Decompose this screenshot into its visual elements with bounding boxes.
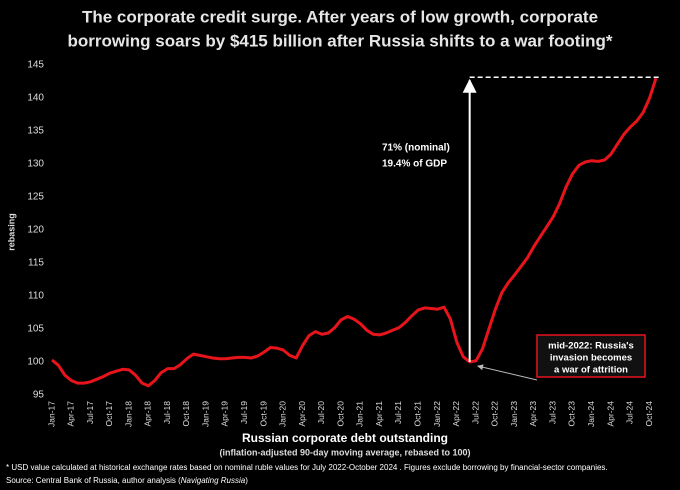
x-axis-label: Russian corporate debt outstanding [242, 431, 448, 445]
x-tick-label: Apr-18 [143, 401, 153, 427]
source: Source: Central Bank of Russia, author a… [6, 476, 248, 485]
x-axis-sublabel: (inflation-adjusted 90-day moving averag… [219, 447, 470, 457]
chart-title: The corporate credit surge. After years … [82, 7, 598, 26]
footnote: * USD value calculated at historical exc… [6, 463, 608, 472]
x-tick-label: Oct-22 [490, 401, 500, 427]
y-tick-label: 145 [27, 60, 44, 71]
y-tick-label: 120 [27, 225, 44, 236]
x-tick-label: Jul-18 [162, 401, 172, 424]
source-text: Source: Central Bank of Russia, author a… [6, 476, 181, 485]
callout-text: a war of attrition [554, 365, 628, 376]
y-tick-label: 115 [28, 258, 44, 269]
x-tick-label: Jan-21 [355, 401, 365, 427]
x-tick-label: Apr-17 [66, 401, 76, 427]
callout-text: mid-2022: Russia's [548, 341, 634, 352]
x-tick-label: Jul-24 [625, 401, 635, 424]
x-tick-label: Jul-19 [239, 401, 249, 424]
x-tick-label: Oct-19 [258, 401, 268, 427]
y-tick-label: 95 [33, 390, 45, 401]
x-tick-label: Jul-22 [470, 401, 480, 424]
x-tick-label: Oct-17 [104, 401, 114, 427]
y-axis-label: rebasing [6, 213, 16, 251]
annotation: 71% (nominal) [382, 143, 450, 154]
annotation: 19.4% of GDP [382, 159, 447, 170]
x-tick-label: Jul-21 [393, 401, 403, 424]
x-tick-label: Apr-23 [528, 401, 538, 427]
x-tick-label: Apr-19 [220, 401, 230, 427]
y-tick-label: 135 [27, 126, 44, 137]
line-series [51, 77, 658, 388]
x-tick-label: Apr-20 [297, 401, 307, 427]
source-text: Navigating Russia [181, 476, 246, 485]
x-tick-label: Apr-22 [451, 401, 461, 427]
x-tick-label: Jan-18 [123, 401, 133, 427]
x-tick-label: Jan-19 [200, 401, 210, 427]
x-tick-label: Jul-23 [547, 401, 557, 424]
callout-text: invasion becomes [550, 353, 632, 364]
x-tick-label: Jul-20 [316, 401, 326, 424]
x-tick-label: Apr-21 [374, 401, 384, 427]
x-tick-label: Jan-24 [586, 401, 596, 427]
x-tick-label: Jan-23 [509, 401, 519, 427]
callout-arrow [477, 364, 538, 381]
x-tick-label: Oct-24 [644, 401, 654, 427]
y-tick-label: 140 [27, 93, 44, 104]
x-tick-label: Apr-24 [605, 401, 615, 427]
x-tick-label: Oct-21 [413, 401, 423, 427]
y-tick-label: 125 [27, 192, 44, 203]
source-text: ) [245, 476, 248, 485]
x-tick-label: Oct-23 [567, 401, 577, 427]
y-tick-label: 100 [27, 357, 44, 368]
x-tick-label: Jul-17 [85, 401, 95, 424]
y-tick-label: 130 [27, 159, 44, 170]
x-tick-label: Jan-20 [278, 401, 288, 427]
x-tick-label: Jan-17 [46, 401, 56, 427]
y-tick-label: 105 [27, 324, 44, 335]
x-tick-label: Oct-20 [335, 401, 345, 427]
x-tick-label: Jan-22 [432, 401, 442, 427]
chart-title: borrowing soars by $415 billion after Ru… [67, 31, 612, 50]
x-tick-label: Oct-18 [181, 401, 191, 427]
callout-box [536, 334, 646, 378]
y-tick-label: 110 [28, 291, 44, 302]
